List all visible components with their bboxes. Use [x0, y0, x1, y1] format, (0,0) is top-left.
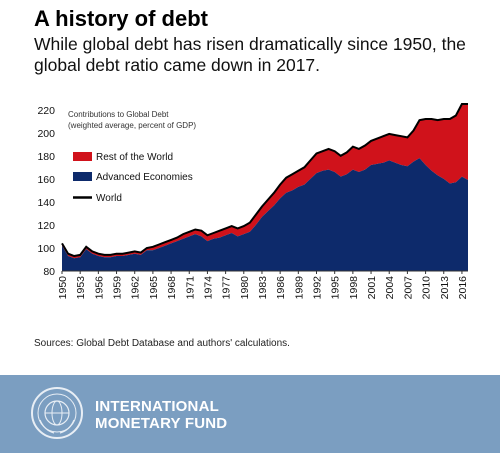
x-tick-label: 1983: [257, 276, 269, 300]
y-tick-label: 80: [43, 266, 55, 278]
y-tick-label: 140: [37, 197, 55, 209]
world-line: [61, 103, 468, 258]
chart-subtitle: (weighted average, percent of GDP): [68, 121, 196, 130]
x-tick-label: 1953: [75, 276, 87, 300]
x-tick-label: 1968: [166, 276, 178, 300]
x-tick-label: 2007: [402, 276, 414, 300]
y-tick-label: 220: [37, 105, 55, 117]
y-tick-label: 100: [37, 243, 55, 255]
x-tick-label: 1956: [93, 276, 105, 300]
legend-label: World: [96, 193, 122, 204]
x-tick-label: 1989: [293, 276, 305, 300]
y-tick-label: 180: [37, 151, 55, 163]
legend-label: Rest of the World: [96, 152, 173, 163]
x-tick-label: 1962: [130, 276, 142, 300]
org-name-line1: INTERNATIONAL: [95, 398, 219, 415]
org-name: INTERNATIONAL MONETARY FUND: [95, 398, 227, 432]
legend: Contributions to Global Debt (weighted a…: [68, 110, 196, 204]
org-name-line2: MONETARY FUND: [95, 415, 228, 432]
subheadline: While global debt has risen dramatically…: [34, 34, 466, 75]
legend-swatch: [73, 172, 92, 181]
chart-title: Contributions to Global Debt: [68, 110, 169, 119]
x-tick-label: 2016: [457, 276, 469, 300]
legend-label: Advanced Economies: [96, 172, 193, 183]
x-tick-label: 2004: [384, 276, 396, 300]
y-tick-label: 200: [37, 128, 55, 140]
x-tick-label: 1992: [312, 276, 324, 300]
headline: A history of debt: [34, 6, 208, 31]
plot-area: [61, 103, 468, 271]
axes: 80 100 120 140 160 180 200 220 1950 1953 1956 1959 1…: [37, 105, 468, 300]
imf-seal-icon: [31, 387, 83, 439]
x-tick-label: 2001: [366, 276, 378, 300]
x-tick-label: 1977: [221, 276, 233, 300]
x-tick-label: 1950: [57, 276, 69, 300]
x-tick-label: 2010: [421, 276, 433, 300]
chart: 80 100 120 140 160 180 200 220 1950 1953 1956 1959 1…: [0, 96, 500, 336]
legend-swatch: [73, 152, 92, 161]
x-tick-label: 1995: [330, 276, 342, 300]
x-tick-label: 2013: [439, 276, 451, 300]
x-tick-label: 1965: [148, 276, 160, 300]
x-tick-label: 1998: [348, 276, 360, 300]
imf-footer: INTERNATIONAL MONETARY FUND: [0, 375, 500, 453]
x-tick-label: 1986: [275, 276, 287, 300]
x-tick-label: 1974: [202, 276, 214, 300]
x-tick-label: 1980: [239, 276, 251, 300]
sources-note: Sources: Global Debt Database and author…: [34, 338, 290, 349]
y-tick-label: 160: [37, 174, 55, 186]
x-tick-label: 1971: [184, 276, 196, 300]
debt-area-chart: 80 100 120 140 160 180 200 220 1950 1953 1956 1959 1…: [37, 103, 469, 300]
x-tick-label: 1959: [112, 276, 124, 300]
y-tick-label: 120: [37, 220, 55, 232]
advanced-economies-area: [62, 158, 468, 271]
